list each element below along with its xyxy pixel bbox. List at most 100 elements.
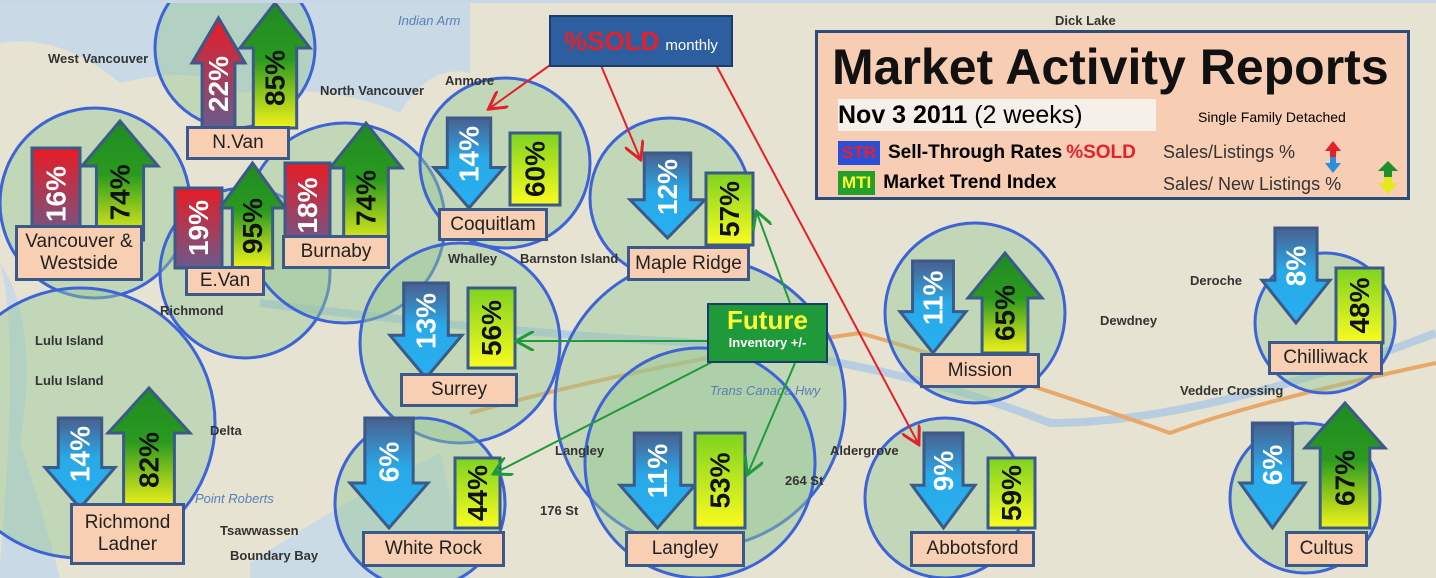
mti-tag: MTI (838, 171, 876, 195)
sold-callout-title: %SOLD (564, 25, 660, 56)
property-type: Single Family Detached (1198, 109, 1346, 125)
future-pointer-arrow (757, 213, 791, 304)
str-value-n-van: 22% (203, 56, 234, 112)
mti-value-abbotsford: 59% (996, 465, 1027, 521)
str-value-e-van: 19% (183, 200, 214, 256)
legend-panel: Market Activity Reports Nov 3 2011 (2 we… (815, 30, 1410, 200)
mti-box-coquitlam (508, 131, 562, 207)
mti-up-arrow-cultus (1301, 400, 1389, 530)
mti-value-chilliwack: 48% (1344, 277, 1375, 333)
region-label-mission: Mission (920, 353, 1040, 388)
region-label-white-rock: White Rock (362, 531, 505, 567)
region-label-abbotsford: Abbotsford (910, 531, 1035, 567)
str-value-vancouver-westside: 16% (41, 166, 72, 222)
region-label-burnaby: Burnaby (282, 235, 390, 269)
str-value-white-rock: 6% (374, 442, 405, 483)
str-tag: STR (838, 141, 880, 165)
future-callout-title: Future (727, 305, 808, 335)
sold-pointer-arrow (490, 57, 561, 108)
future-callout-sub: Inventory +/- (728, 335, 807, 350)
future-pointer-arrow (748, 362, 796, 473)
mti-value-white-rock: 44% (462, 465, 493, 521)
str-ratio: Sales/Listings % (1163, 142, 1296, 162)
map-place-label: Langley (555, 443, 605, 458)
map-place-label: Boundary Bay (230, 548, 319, 563)
mti-value-mission: 65% (990, 285, 1021, 341)
str-down-arrow-richmond-ladner (41, 416, 119, 511)
mti-box-surrey (466, 286, 517, 370)
yellow-down-arrow-icon (1378, 177, 1398, 194)
mti-box-white-rock (453, 456, 502, 530)
region-label-vancouver-westside: Vancouver & Westside (15, 225, 143, 281)
region-label-coquitlam: Coquitlam (438, 208, 548, 241)
region-label-cultus: Cultus (1285, 531, 1368, 567)
region-label-chilliwack: Chilliwack (1268, 341, 1383, 375)
map-place-label: Delta (210, 423, 242, 438)
str-value-abbotsford: 9% (928, 451, 959, 492)
map-place-label: Dewdney (1100, 313, 1158, 328)
region-label-langley: Langley (625, 531, 745, 567)
map-place-label: Dick Lake (1055, 13, 1116, 28)
str-value-cultus: 6% (1257, 445, 1288, 486)
legend-arrow-icons (1325, 141, 1398, 194)
region-label-n-van: N.Van (186, 126, 290, 160)
region-label-maple-ridge: Maple Ridge (627, 246, 750, 281)
mti-value-maple-ridge: 57% (714, 181, 745, 237)
sold-pointer-arrow (599, 62, 640, 158)
str-down-arrow-abbotsford (909, 431, 978, 531)
mti-value-coquitlam: 60% (520, 141, 551, 197)
map-place-label: Point Roberts (195, 491, 274, 506)
str-down-arrow-mission (896, 259, 970, 356)
str-down-arrow-coquitlam (430, 116, 508, 211)
report-date: Nov 3 2011 (2 weeks) (838, 99, 1156, 131)
report-title: Market Activity Reports (832, 39, 1389, 95)
map-place-label: 264 St (785, 473, 824, 488)
map-place-label: Lulu Island (35, 333, 104, 348)
sold-monthly-callout: %SOLD monthly (549, 15, 733, 67)
mti-box-maple-ridge (704, 171, 755, 247)
map-place-label: Indian Arm (398, 13, 461, 28)
str-down-arrow-langley (616, 431, 699, 531)
region-label-richmond-ladner: Richmond Ladner (70, 503, 185, 565)
sold-pointer-arrow (714, 62, 918, 443)
map-place-label: Barnston Island (520, 251, 619, 266)
mti-ratio: Sales/ New Listings % (1163, 174, 1342, 194)
strait-water (0, 263, 60, 578)
map-place-label: Tsawwassen (220, 523, 299, 538)
map-place-label: Aldergrove (830, 443, 899, 458)
str-value-langley: 11% (642, 444, 673, 499)
red-up-arrow-icon (1325, 141, 1341, 157)
region-label-surrey: Surrey (400, 373, 518, 407)
sold-callout-sub: monthly (665, 36, 718, 54)
mti-label: Market Trend Index (883, 172, 1057, 193)
mti-box-langley (693, 431, 747, 530)
map-place-label: Anmore (445, 73, 495, 88)
future-inventory-callout: Future Inventory +/- (707, 303, 828, 363)
mti-value-e-van: 95% (237, 198, 268, 254)
map-place-label: Richmond (160, 303, 224, 318)
map-place-label: West Vancouver (48, 51, 149, 66)
str-value-surrey: 13% (411, 293, 442, 349)
map-place-label: Lulu Island (35, 373, 104, 388)
str-value-coquitlam: 14% (454, 126, 485, 182)
arrow-layer: 22% 85% 16% 74% 19% 95% 18% 74% 14% 60% 12% 57% 13% 5… (30, 3, 1389, 531)
period-text: (2 weeks) (974, 101, 1083, 129)
str-value-maple-ridge: 12% (652, 159, 683, 215)
mti-value-burnaby: 74% (351, 170, 382, 226)
str-sold: %SOLD (1066, 142, 1136, 163)
map-place-label: North Vancouver (320, 83, 425, 98)
blue-down-arrow-icon (1325, 157, 1341, 173)
str-down-arrow-white-rock (346, 416, 432, 531)
mti-value-vancouver-westside: 74% (105, 164, 136, 220)
str-value-chilliwack: 8% (1281, 246, 1312, 287)
mti-value-langley: 53% (705, 452, 736, 508)
mti-value-surrey: 56% (476, 300, 507, 356)
str-down-arrow-maple-ridge (626, 151, 709, 241)
str-down-arrow-chilliwack (1258, 226, 1334, 326)
str-down-arrow-cultus (1237, 421, 1308, 531)
future-pointer-arrow (495, 357, 721, 473)
map-place-label: Deroche (1190, 273, 1243, 288)
str-down-arrow-surrey (386, 281, 466, 381)
mti-box-chilliwack (1334, 266, 1385, 345)
